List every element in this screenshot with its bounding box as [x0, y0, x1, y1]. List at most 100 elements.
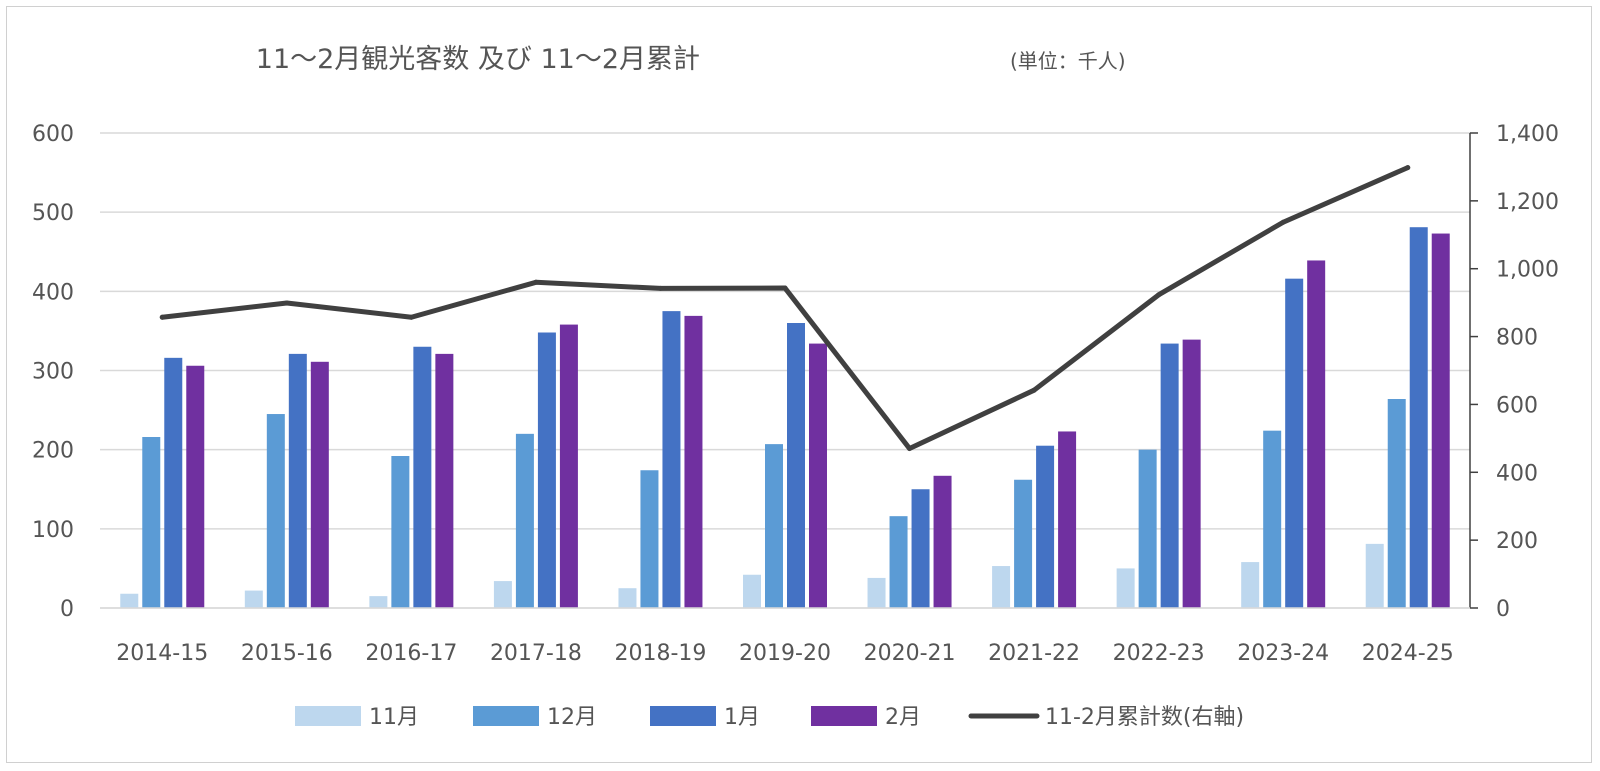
tick-labels: 0 100 200 300 400 500 600 0 200 400 600 800 1,000 1,2…	[32, 122, 1559, 666]
line-point	[284, 300, 290, 306]
line-point	[907, 446, 913, 452]
bar	[743, 574, 761, 608]
y-tick-label: 100	[32, 518, 74, 543]
bar	[266, 414, 285, 608]
legend-swatch	[295, 706, 361, 726]
x-tick-label: 2016-17	[365, 641, 457, 666]
bar	[1307, 260, 1326, 608]
bar	[537, 332, 556, 608]
bar	[186, 365, 205, 608]
chart-title-text: 11～2月観光客数 及び 11～2月累計	[256, 44, 700, 75]
bar	[559, 324, 578, 608]
bar	[1014, 479, 1033, 608]
line-point	[782, 285, 788, 291]
x-tick-label: 2017-18	[490, 641, 582, 666]
line-point	[408, 314, 414, 320]
x-tick-label: 2020-21	[864, 641, 956, 666]
bar	[889, 516, 908, 608]
chart-title: 11～2月観光客数 及び 11～2月累計 (単位：千人)	[256, 44, 1126, 75]
legend-label: 12月	[547, 705, 597, 730]
y2-tick-label: 400	[1496, 461, 1538, 486]
bar	[435, 353, 454, 608]
y-tick-label: 600	[32, 122, 74, 147]
bar	[992, 566, 1011, 608]
x-tick-label: 2015-16	[241, 641, 333, 666]
bar	[618, 588, 637, 608]
bar	[310, 361, 329, 608]
series-line	[159, 165, 1411, 452]
bar	[640, 470, 659, 608]
bar	[413, 346, 432, 608]
x-tick-label: 2023-24	[1237, 641, 1329, 666]
bar	[1409, 227, 1428, 609]
bar	[684, 315, 703, 608]
bar	[1160, 343, 1179, 608]
bar	[515, 433, 534, 608]
y2-tick-label: 0	[1496, 597, 1510, 622]
bar	[1387, 399, 1406, 608]
y2-tick-label: 1,200	[1496, 190, 1559, 215]
legend: 11月 12月 1月 2月 11-2月累計数(右軸)	[295, 705, 1244, 730]
bar	[288, 353, 307, 608]
bar	[142, 437, 161, 608]
bar	[1263, 430, 1282, 608]
bar	[120, 593, 139, 608]
legend-swatch	[650, 706, 716, 726]
x-tick-label: 2019-20	[739, 641, 831, 666]
bar	[1431, 233, 1450, 608]
bar	[1116, 568, 1135, 608]
bar	[765, 444, 783, 608]
x-tick-label: 2022-23	[1113, 641, 1205, 666]
line-point	[159, 314, 165, 320]
legend-swatch	[473, 706, 539, 726]
line-point	[1280, 219, 1286, 225]
line-point	[1156, 292, 1162, 298]
bar	[933, 475, 952, 608]
bar	[164, 357, 183, 608]
bar	[493, 581, 512, 608]
x-tick-label: 2024-25	[1362, 641, 1454, 666]
bar	[809, 343, 827, 608]
bar	[369, 596, 388, 608]
chart-unit-text: (単位：千人)	[1010, 49, 1126, 73]
bar	[1285, 278, 1304, 608]
y-tick-label: 0	[60, 597, 74, 622]
bar	[244, 590, 263, 608]
legend-label: 11月	[369, 705, 419, 730]
line-point	[657, 285, 663, 291]
bar	[1036, 445, 1055, 608]
bar	[1058, 431, 1077, 608]
line-point	[533, 279, 539, 285]
bar	[787, 323, 805, 608]
x-tick-label: 2021-22	[988, 641, 1080, 666]
y2-tick-label: 800	[1496, 326, 1538, 351]
y-tick-label: 300	[32, 360, 74, 385]
bar	[1182, 339, 1201, 608]
line-point	[1031, 387, 1037, 393]
cumulative-line	[159, 165, 1411, 452]
bars	[120, 227, 1450, 609]
legend-swatch	[811, 706, 877, 726]
y2-tick-label: 1,400	[1496, 122, 1559, 147]
legend-label: 2月	[885, 705, 921, 730]
x-tick-label: 2014-15	[116, 641, 208, 666]
bar	[662, 311, 681, 608]
line-point	[1405, 165, 1411, 171]
y2-tick-label: 1,000	[1496, 258, 1559, 283]
y-tick-label: 400	[32, 280, 74, 305]
y-tick-label: 200	[32, 439, 74, 464]
bar	[867, 577, 886, 608]
legend-label: 11-2月累計数(右軸)	[1045, 705, 1244, 730]
bar	[1241, 562, 1260, 608]
legend-label: 1月	[724, 705, 760, 730]
bar	[911, 489, 930, 608]
y2-tick-label: 600	[1496, 393, 1538, 418]
axes	[100, 132, 1478, 609]
y-tick-label: 500	[32, 201, 74, 226]
bar	[1365, 543, 1384, 608]
bar	[391, 456, 410, 608]
y2-tick-label: 200	[1496, 529, 1538, 554]
bar	[1138, 449, 1157, 608]
x-tick-label: 2018-19	[614, 641, 706, 666]
